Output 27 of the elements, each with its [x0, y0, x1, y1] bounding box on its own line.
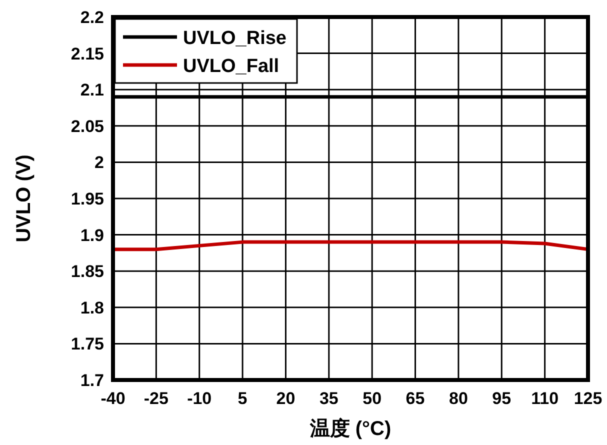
x-tick-label: 35: [319, 389, 338, 408]
y-tick-label: 1.8: [80, 298, 104, 318]
x-tick-label: 125: [574, 389, 602, 408]
y-tick-label: 1.85: [70, 262, 104, 282]
x-axis-title: 温度 (°C): [308, 417, 392, 440]
y-tick-label: 2.05: [70, 116, 104, 136]
x-tick-label: 65: [406, 389, 425, 408]
legend-label: UVLO_Fall: [183, 56, 280, 77]
y-tick-label: 2: [94, 153, 104, 172]
x-tick-label: 20: [276, 389, 296, 408]
x-tick-label: -10: [187, 389, 212, 408]
x-tick-label: 5: [238, 389, 248, 408]
x-tick-label: 50: [362, 389, 382, 408]
x-tick-label: -25: [144, 389, 168, 408]
y-tick-label: 1.7: [80, 371, 104, 390]
y-tick-label: 1.75: [70, 334, 104, 354]
y-tick-label: 1.95: [70, 190, 104, 208]
legend-label: UVLO_Rise: [183, 28, 286, 49]
x-tick-label: 110: [531, 389, 559, 408]
y-tick-label: 1.9: [80, 226, 104, 245]
x-tick-label: 95: [492, 389, 512, 408]
y-tick-label: 2.1: [80, 80, 104, 100]
x-tick-label: 80: [448, 389, 468, 408]
y-tick-label: 2.2: [80, 8, 104, 27]
y-tick-label: 2.15: [70, 44, 104, 64]
y-axis-title: UVLO (V): [13, 154, 35, 242]
x-tick-label: -40: [100, 389, 126, 408]
